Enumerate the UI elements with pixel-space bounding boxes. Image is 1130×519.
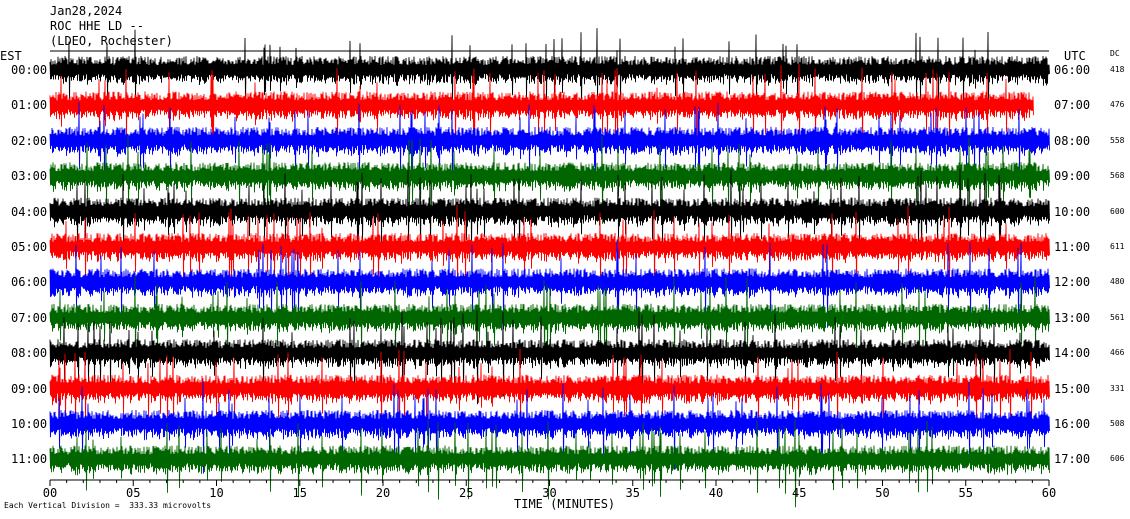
utc-hour-label: 15:00 <box>1054 381 1091 396</box>
utc-hour-label: 06:00 <box>1054 63 1091 77</box>
trace-line-0900 <box>49 348 1050 430</box>
x-tick-label: 45 <box>792 486 807 500</box>
dc-offset-value: 480 <box>1110 277 1125 287</box>
x-tick-label: 10 <box>209 486 224 500</box>
dc-offset-value: 508 <box>1110 419 1125 428</box>
utc-hour-label: 16:00 <box>1054 417 1091 431</box>
trace-line-0200 <box>49 102 1050 183</box>
trace-line-0300 <box>49 136 1050 224</box>
x-tick-label: 35 <box>625 486 640 500</box>
scale-footnote: Each Vertical Division = 333.33 microvol… <box>4 501 212 510</box>
dc-offset-value: 476 <box>1110 100 1125 110</box>
dc-offset-value: 600 <box>1110 206 1125 216</box>
est-hour-label: 02:00 <box>11 133 48 148</box>
trace-line-0000 <box>49 28 1050 112</box>
x-tick-label: 05 <box>126 486 141 500</box>
left-timezone-label: EST <box>0 49 22 63</box>
x-tick-label: 55 <box>958 486 973 500</box>
utc-hour-label: 12:00 <box>1054 275 1091 290</box>
dc-offset-value: 466 <box>1110 348 1125 358</box>
network-name: (LDEO, Rochester) <box>50 34 173 48</box>
utc-hour-label: 07:00 <box>1054 98 1091 113</box>
dc-offset-value: 611 <box>1110 242 1125 251</box>
x-tick-label: 40 <box>708 486 724 500</box>
seismic-traces <box>49 28 1050 508</box>
trace-line-0100 <box>49 63 1034 149</box>
dc-offset-value: 606 <box>1110 454 1125 464</box>
right-timezone-label: UTC <box>1064 49 1086 63</box>
trace-line-1100 <box>49 419 1050 508</box>
dc-offset-value: 558 <box>1110 135 1125 145</box>
x-tick-label: 00 <box>42 486 58 500</box>
x-tick-label: 15 <box>292 486 307 500</box>
utc-hour-label: 10:00 <box>1054 204 1091 219</box>
utc-hour-label: 13:00 <box>1054 310 1091 325</box>
x-tick-label: 30 <box>542 486 557 500</box>
trace-line-1000 <box>49 380 1050 474</box>
x-axis-label: TIME (MINUTES) <box>514 497 616 511</box>
est-hour-label: 11:00 <box>11 452 48 467</box>
est-hour-label: 08:00 <box>11 346 48 361</box>
trace-line-0400 <box>49 168 1050 261</box>
est-hour-label: 03:00 <box>11 169 48 184</box>
utc-hour-label: 08:00 <box>1054 133 1091 148</box>
dc-offset-value: 561 <box>1110 312 1125 322</box>
est-hour-label: 01:00 <box>11 98 48 113</box>
trace-line-0600 <box>49 239 1050 334</box>
est-hour-label: 04:00 <box>11 204 48 219</box>
utc-hour-label: 14:00 <box>1054 346 1091 361</box>
dc-offset-value: 331 <box>1110 383 1125 393</box>
est-hour-label: 00:00 <box>11 63 48 77</box>
est-hour-label: 05:00 <box>11 240 48 254</box>
x-tick-label: 50 <box>875 486 890 500</box>
trace-line-0700 <box>49 275 1050 366</box>
dc-offset-value: 568 <box>1110 171 1125 181</box>
trace-line-0800 <box>49 310 1050 405</box>
plot-frame <box>49 50 1050 486</box>
trace-line-0500 <box>49 204 1050 291</box>
est-hour-label: 07:00 <box>11 310 48 325</box>
x-tick-label: 25 <box>459 486 474 500</box>
utc-hour-label: 09:00 <box>1054 169 1091 184</box>
x-tick-label: 60 <box>1041 486 1057 500</box>
est-hour-label: 06:00 <box>11 275 48 290</box>
chart-date: Jan28,2024 <box>50 4 123 18</box>
dc-offset-value: 418 <box>1110 65 1125 74</box>
station-code: ROC HHE LD -- <box>50 19 144 33</box>
dc-header: DC <box>1110 49 1120 58</box>
est-hour-label: 10:00 <box>11 417 48 431</box>
est-hour-label: 09:00 <box>11 381 48 396</box>
utc-hour-label: 17:00 <box>1054 452 1091 467</box>
utc-hour-label: 11:00 <box>1054 240 1091 254</box>
x-tick-label: 20 <box>375 486 391 500</box>
